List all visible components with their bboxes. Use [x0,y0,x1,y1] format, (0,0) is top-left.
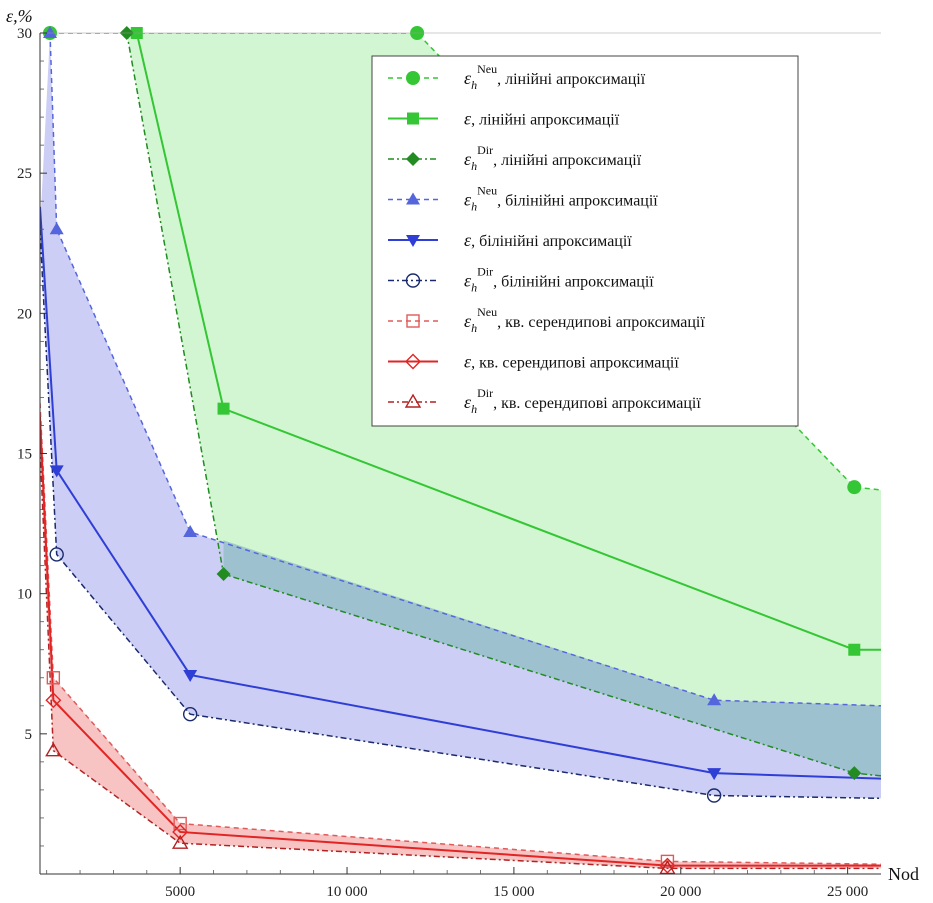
data-point-8-2 [45,692,62,709]
legend-label-5: ε, білінійні апроксимації [464,230,632,250]
data-point-6-2 [49,547,64,562]
legend-label-9: εhDir, кв. серендипові апроксимації [464,386,701,416]
data-point-6-3 [182,707,198,722]
legend-marker-5 [406,235,420,247]
data-point-7-4 [660,854,675,869]
data-point-5-4 [707,768,722,781]
data-point-5-2 [49,465,64,478]
legend-marker-9 [404,393,422,408]
y-tick-label: 15 [17,447,32,463]
data-point-8-3 [172,823,189,840]
legend-marker-3 [406,152,420,166]
legend-marker-7 [406,314,420,328]
legend-box [371,55,799,427]
x-tick-label: 10 000 [326,884,367,900]
legend-marker-4 [406,192,420,205]
data-point-2-2 [217,402,230,415]
legend-label-2: ε, лінійні апроксимації [464,109,620,129]
y-tick-label: 5 [25,727,33,743]
data-point-9-2 [45,742,62,757]
y-tick-label: 20 [17,306,32,322]
legend-label-6: εhDir, білінійні апроксимації [464,265,654,295]
data-point-1-3 [847,480,862,495]
data-point-9-3 [171,834,189,849]
series-line-4 [49,33,881,707]
band-overlap [223,540,881,776]
data-point-4-4 [707,693,722,706]
legend-marker-2 [407,112,419,125]
series-line-2 [135,33,881,651]
legend-label-7: εhNeu, кв. серендипові апроксимації [464,305,705,335]
data-point-7-2 [46,671,61,685]
series-line-8 [40,417,881,867]
legend-label-1: εhNeu, лінійні апроксимації [464,62,646,92]
x-axis-label: Nod [888,864,919,884]
data-point-7-3 [173,816,187,831]
data-point-2-3 [848,643,861,656]
data-point-8-4 [659,857,676,874]
legend-label-3: εhDir, лінійні апроксимації [464,143,642,173]
y-tick-label: 10 [17,587,32,603]
legend-label-4: εhNeu, білінійні апроксимації [464,184,658,214]
legend-label-8: ε, кв. серендипові апроксимації [464,352,679,372]
legend-marker-1 [406,71,420,85]
data-point-5-3 [183,669,198,682]
data-point-4-2 [49,222,64,235]
legend-marker-6 [405,273,421,288]
data-point-6-4 [706,788,722,803]
data-point-4-3 [183,524,198,537]
x-tick-label: 5000 [165,884,195,900]
y-tick-label: 25 [17,166,32,182]
x-tick-label: 20 000 [660,884,701,900]
data-point-3-2 [216,567,231,582]
x-tick-label: 15 000 [493,884,534,900]
legend: εhNeu, лінійні апроксимації ε, лінійні ап… [371,55,799,427]
y-axis-label: ε,% [6,6,33,26]
x-tick-label: 25 000 [827,884,868,900]
band-blue [40,33,881,799]
series-line-1 [50,33,881,491]
data-point-9-4 [659,860,676,875]
data-point-4-1 [43,26,58,38]
legend-marker-8 [405,353,421,370]
axes-layer: 5 10 15 20 25 30 5000 10 000 15 000 20 000 25 000 ε… [6,6,919,900]
data-point-3-3 [847,766,862,781]
y-tick-label: 30 [17,26,32,42]
series-line-6 [40,229,881,800]
